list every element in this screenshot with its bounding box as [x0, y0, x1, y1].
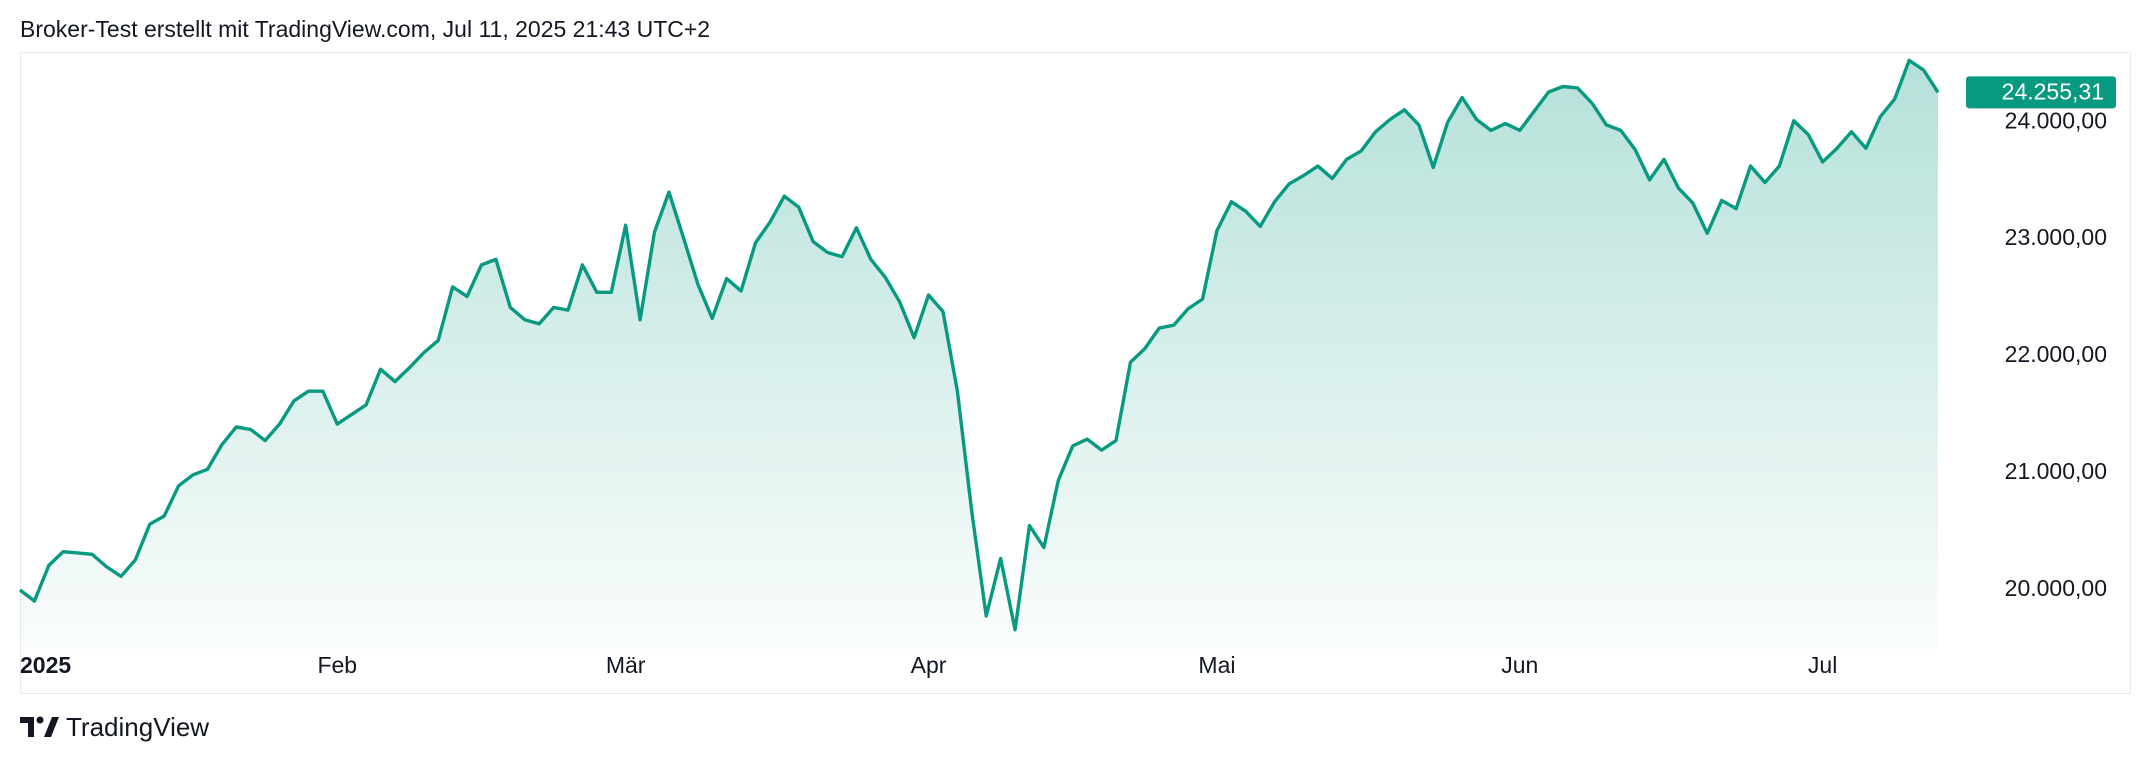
y-tick-label: 23.000,00 — [2005, 224, 2107, 250]
y-tick-label: 24.000,00 — [2005, 107, 2107, 133]
logo-dot — [36, 716, 44, 724]
y-tick-label: 20.000,00 — [2005, 575, 2107, 601]
last-price-label: 24.255,31 — [2002, 78, 2104, 104]
x-tick-label: Feb — [317, 652, 357, 678]
x-tick-label: Mär — [606, 652, 646, 678]
plot-frame — [20, 52, 2131, 694]
footer-brand: TradingView — [66, 712, 209, 742]
logo-slash — [44, 717, 59, 737]
x-tick-label: Jun — [1501, 652, 1538, 678]
area-fill — [20, 60, 1938, 649]
chart-title: Broker-Test erstellt mit TradingView.com… — [20, 16, 710, 42]
x-tick-label: Jul — [1808, 652, 1837, 678]
last-price-badge — [1966, 76, 2116, 109]
footer-logo: TradingView — [20, 712, 209, 742]
x-tick-label: Mai — [1198, 652, 1235, 678]
price-line — [18, 58, 1940, 632]
x-tick-label: 2025 — [20, 652, 71, 678]
x-tick-label: Apr — [911, 652, 947, 678]
y-tick-label: 21.000,00 — [2005, 458, 2107, 484]
y-tick-label: 22.000,00 — [2005, 341, 2107, 367]
logo-mark — [20, 717, 34, 737]
